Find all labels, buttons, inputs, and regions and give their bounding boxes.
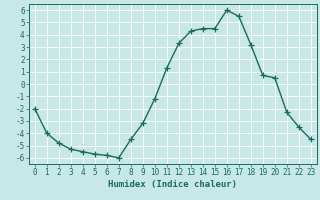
X-axis label: Humidex (Indice chaleur): Humidex (Indice chaleur) [108, 180, 237, 189]
